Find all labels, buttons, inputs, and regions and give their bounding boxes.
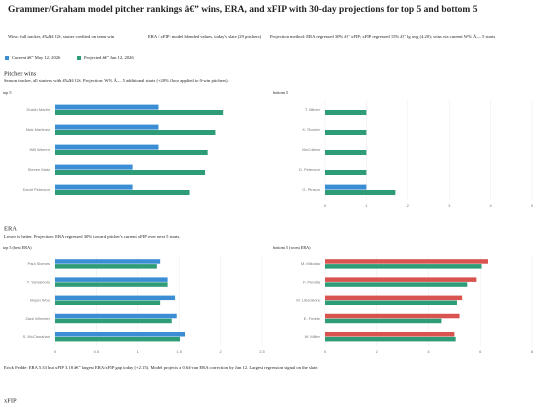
y-tick-label: Dustin Martin — [26, 107, 50, 112]
bar — [325, 277, 477, 282]
y-tick-label: Will Warren — [29, 147, 50, 152]
bar — [325, 264, 482, 269]
bar — [325, 170, 367, 175]
section-heading: Pitcher wins — [4, 70, 37, 77]
legend-swatch — [5, 56, 9, 60]
bar — [325, 130, 367, 135]
x-tick-label: 6 — [479, 349, 482, 354]
legend-label: Current â€” May 12, 2026 — [12, 55, 61, 61]
bar — [55, 300, 161, 306]
y-tick-label: M. Liberatore — [296, 298, 320, 303]
section-heading: ERA — [4, 225, 17, 232]
x-tick-label: 2 — [376, 349, 379, 354]
bar — [55, 110, 224, 115]
bar — [325, 295, 463, 301]
bar — [55, 190, 190, 195]
bar — [55, 259, 161, 264]
note: Projection method: ERA regressed 30% â†’… — [270, 34, 495, 39]
section-subtitle: Lower is better. Projection: ERA regress… — [4, 234, 180, 239]
y-tick-label: McCullers — [302, 147, 320, 152]
bar — [325, 190, 396, 195]
bar — [55, 184, 133, 190]
bar — [55, 313, 177, 319]
bar — [55, 130, 216, 135]
page-title: Grammer/Graham model pitcher rankings â€… — [8, 5, 478, 15]
bar — [55, 277, 168, 282]
y-tick-label: E. Fedde — [304, 316, 321, 321]
bar — [55, 124, 159, 130]
y-tick-label: Y. Yamamoto — [27, 279, 51, 284]
y-tick-label: W. Miller — [305, 334, 321, 339]
x-tick-label: 4 — [427, 349, 430, 354]
x-tick-label: 0 — [54, 349, 57, 354]
bar — [55, 104, 159, 110]
bar — [55, 336, 181, 342]
x-tick-label: 1.5 — [176, 349, 182, 354]
y-tick-label: David Peterson — [23, 187, 50, 192]
bar — [55, 144, 159, 150]
legend-label: Projected â€” Jun 12, 2026 — [84, 55, 134, 61]
bar — [55, 150, 208, 155]
bar — [325, 331, 455, 337]
y-tick-label: Bryan Woo — [30, 298, 50, 303]
x-tick-label: 2 — [407, 203, 410, 208]
bar — [325, 184, 367, 190]
x-tick-label: 1 — [137, 349, 140, 354]
bar — [325, 282, 468, 287]
bar — [55, 318, 172, 324]
bar — [55, 282, 168, 287]
x-tick-label: 5 — [531, 203, 534, 208]
y-tick-label: S. McClanahan — [23, 334, 50, 339]
y-tick-label: Paul Skenes — [28, 261, 50, 266]
x-tick-label: 0 — [324, 349, 327, 354]
bar — [325, 110, 367, 115]
bar — [55, 264, 157, 269]
bar — [325, 150, 367, 155]
chart-title: bottom 5 (worst ERA) — [273, 245, 311, 250]
y-tick-label: K. Rocker — [302, 127, 320, 132]
legend-swatch — [77, 56, 81, 60]
y-tick-label: F. Peralta — [303, 279, 321, 284]
x-tick-label: 8 — [531, 349, 534, 354]
bar — [325, 318, 442, 324]
y-tick-label: G. Pinson — [302, 187, 320, 192]
bar — [55, 295, 176, 301]
bar — [55, 164, 133, 170]
insight-note: Erick Fedde: ERA 5.33 but xFIP 3.18 â€” … — [4, 365, 318, 370]
bar — [325, 259, 489, 264]
section-heading: xFIP — [4, 397, 17, 404]
x-tick-label: 4 — [489, 203, 492, 208]
x-tick-label: 1 — [365, 203, 368, 208]
bar — [55, 170, 206, 175]
note: Wins: full tracker, â‰¥4 GS, starter cre… — [8, 34, 115, 40]
note: ERA / xFIP: model blended values, today'… — [148, 34, 262, 40]
bar — [325, 313, 460, 319]
x-tick-label: 0.5 — [94, 349, 100, 354]
chart-title: bottom 5 — [273, 90, 288, 95]
y-tick-label: D. Peterson — [299, 167, 320, 172]
bar — [325, 336, 456, 342]
y-tick-label: Zack Wheeler — [25, 316, 50, 321]
x-tick-label: 0 — [324, 203, 327, 208]
x-tick-label: 2 — [219, 349, 222, 354]
y-tick-label: M. Mikolas — [301, 261, 320, 266]
chart-title: top 5 (best ERA) — [3, 245, 32, 250]
y-tick-label: T. Milner — [305, 107, 321, 112]
x-tick-label: 3 — [448, 203, 451, 208]
chart-title: top 5 — [3, 90, 12, 95]
y-tick-label: Nick Martinez — [26, 127, 50, 132]
bar — [325, 300, 457, 306]
x-tick-label: 2.5 — [259, 349, 265, 354]
y-tick-label: Steven Matz — [28, 167, 50, 172]
bar — [55, 331, 185, 337]
section-subtitle: Season tracker, all starters with â‰¥4 G… — [4, 78, 229, 84]
